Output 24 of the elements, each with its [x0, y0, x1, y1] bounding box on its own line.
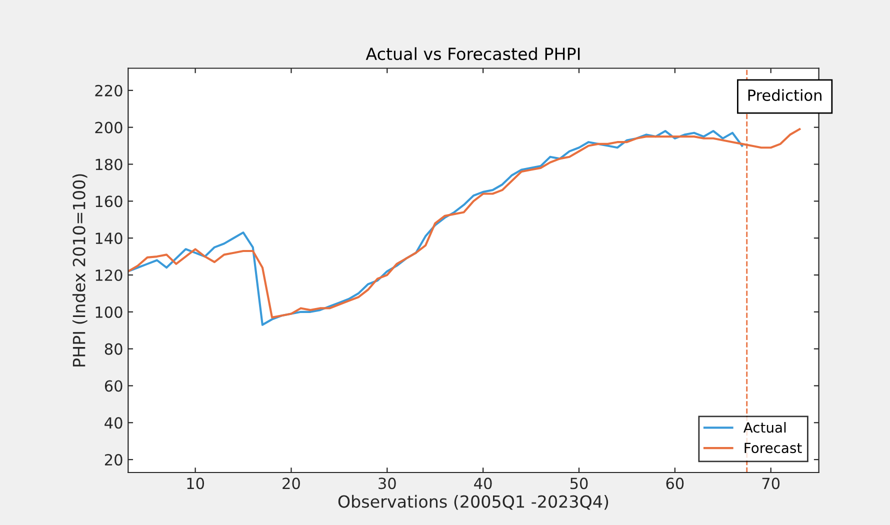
y-tick-label: 200: [95, 122, 122, 134]
x-tick-label: 50: [570, 478, 588, 490]
chart-title: Actual vs Forecasted PHPI: [366, 47, 580, 60]
y-tick-label: 120: [96, 269, 122, 282]
y-tick-label: 80: [104, 343, 122, 355]
y-tick-label: 60: [104, 380, 122, 392]
y-axis-title: PHPI (Index 2010=100): [72, 174, 88, 366]
ref-line-label: Prediction: [748, 89, 822, 101]
x-tick-label: 40: [474, 478, 492, 490]
x-tick-label: 20: [282, 478, 300, 490]
x-tick-label: 30: [378, 478, 396, 490]
x-tick-label: 70: [762, 478, 780, 490]
x-tick-label: 10: [187, 478, 204, 490]
legend-label: Actual: [743, 422, 786, 433]
x-tick-label: 60: [666, 478, 684, 490]
y-tick-label: 20: [104, 454, 122, 466]
legend-label: Forecast: [744, 442, 802, 454]
y-tick-label: 100: [96, 306, 122, 318]
y-tick-label: 140: [96, 232, 122, 244]
y-tick-label: 40: [104, 417, 122, 429]
x-axis-title: Observations (2005Q1 -2023Q4): [338, 494, 608, 510]
y-tick-label: 220: [95, 84, 122, 96]
y-tick-label: 180: [96, 158, 122, 170]
y-tick-label: 160: [96, 196, 122, 208]
